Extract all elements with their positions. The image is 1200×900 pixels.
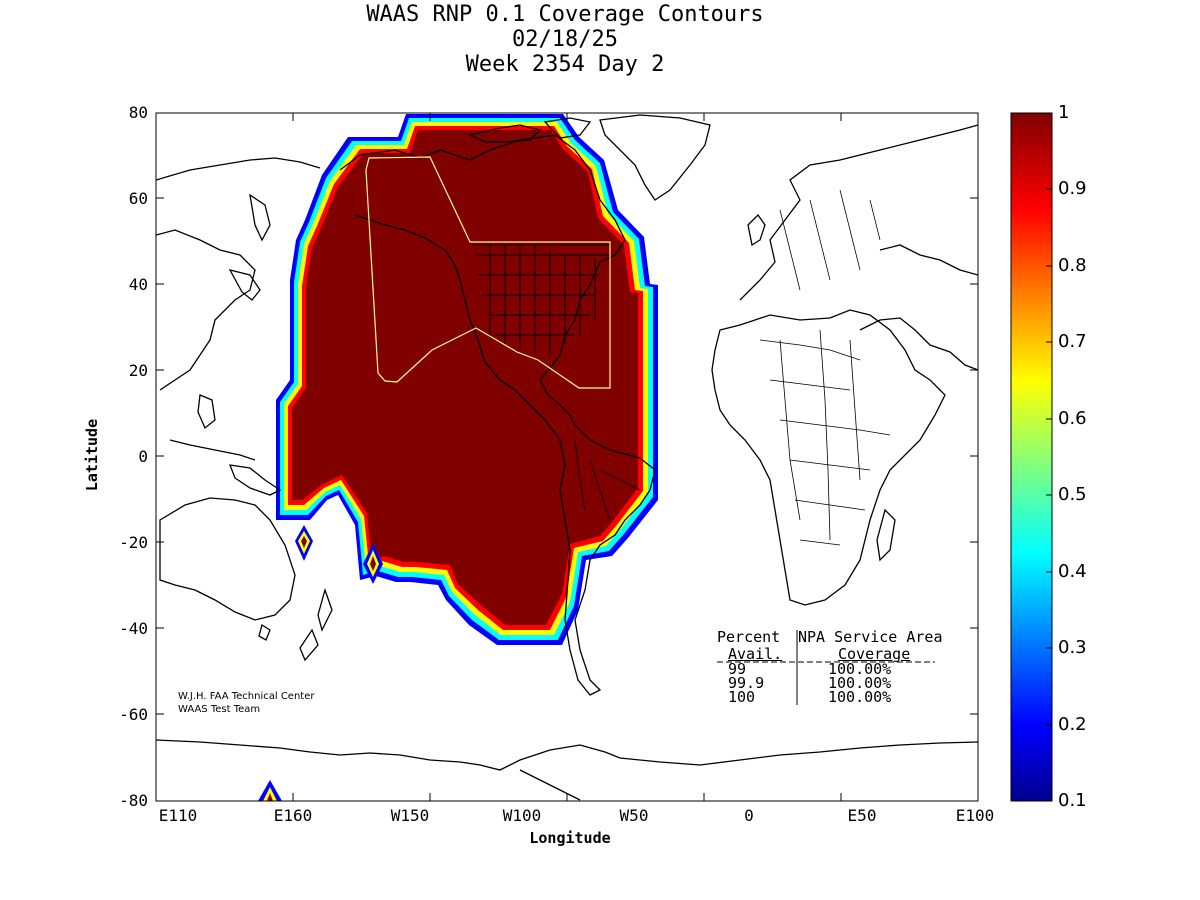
stats-header-avail: Avail. [728, 645, 783, 663]
stats-header-percent: Percent [717, 628, 781, 646]
x-tick-w50: W50 [619, 806, 649, 825]
colorbar-label-0-8: 0.8 [1058, 255, 1087, 276]
colorbar-label-0-2: 0.2 [1058, 714, 1087, 735]
x-tick-e110: E110 [158, 806, 198, 825]
x-tick-e160: E160 [273, 806, 313, 825]
colorbar-label-0-1: 0.1 [1058, 790, 1087, 811]
coverage-island-2 [363, 543, 383, 584]
colorbar-label-0-4: 0.4 [1058, 561, 1087, 582]
colorbar-label-0-5: 0.5 [1058, 484, 1087, 505]
coverage-area [292, 130, 638, 625]
colorbar [1010, 112, 1053, 802]
map-title-line-1: WAAS RNP 0.1 Coverage Contours [366, 2, 764, 27]
colorbar-label-0-7: 0.7 [1058, 331, 1087, 352]
x-tick-e50: E50 [847, 806, 877, 825]
x-axis-title: Longitude [529, 829, 611, 847]
service-area-outline [365, 156, 611, 389]
y-tick-80: 80 [128, 103, 148, 122]
y-tick-neg40: -40 [119, 619, 148, 638]
y-tick-neg60: -60 [119, 705, 148, 724]
axis-ticks [156, 113, 978, 801]
coastlines [156, 114, 978, 801]
colorbar-label-0-3: 0.3 [1058, 637, 1087, 658]
x-tick-e100: E100 [955, 806, 995, 825]
coverage-island-3 [258, 780, 282, 801]
stats-table-lines [717, 630, 935, 705]
colorbar-label-1: 1 [1058, 102, 1070, 123]
x-tick-w150: W150 [390, 806, 430, 825]
country-borders [574, 189, 891, 546]
y-tick-60: 60 [128, 189, 148, 208]
y-axis-title: Latitude [83, 418, 101, 492]
y-tick-40: 40 [128, 275, 148, 294]
y-tick-neg20: -20 [119, 533, 148, 552]
colorbar-ticks [1046, 188, 1052, 726]
stats-header-npa: NPA Service Area [798, 628, 943, 646]
us-state-borders [472, 244, 612, 355]
y-tick-20: 20 [128, 361, 148, 380]
colorbar-label-0-6: 0.6 [1058, 408, 1087, 429]
coverage-island-1 [295, 525, 313, 561]
stats-row-1-coverage: 100.00% [828, 660, 892, 678]
credit-line-2: WAAS Test Team [178, 704, 261, 715]
colorbar-label-0-9: 0.9 [1058, 178, 1087, 199]
x-tick-w100: W100 [502, 806, 542, 825]
stats-row-2-avail: 99.9 [728, 674, 765, 692]
credit-line-1: W.J.H. FAA Technical Center [178, 691, 315, 702]
stats-row-1-avail: 99 [728, 660, 747, 678]
y-tick-0: 0 [138, 447, 148, 466]
stats-row-3-avail: 100 [728, 688, 756, 706]
y-tick-neg80: -80 [119, 791, 148, 810]
x-tick-0: 0 [744, 806, 754, 825]
stats-row-2-coverage: 100.00% [828, 674, 892, 692]
map-title-week: Week 2354 Day 2 [465, 52, 665, 77]
stats-row-3-coverage: 100.00% [828, 688, 892, 706]
map-title-date: 02/18/25 [512, 27, 618, 52]
stats-header-coverage: Coverage [838, 645, 911, 663]
